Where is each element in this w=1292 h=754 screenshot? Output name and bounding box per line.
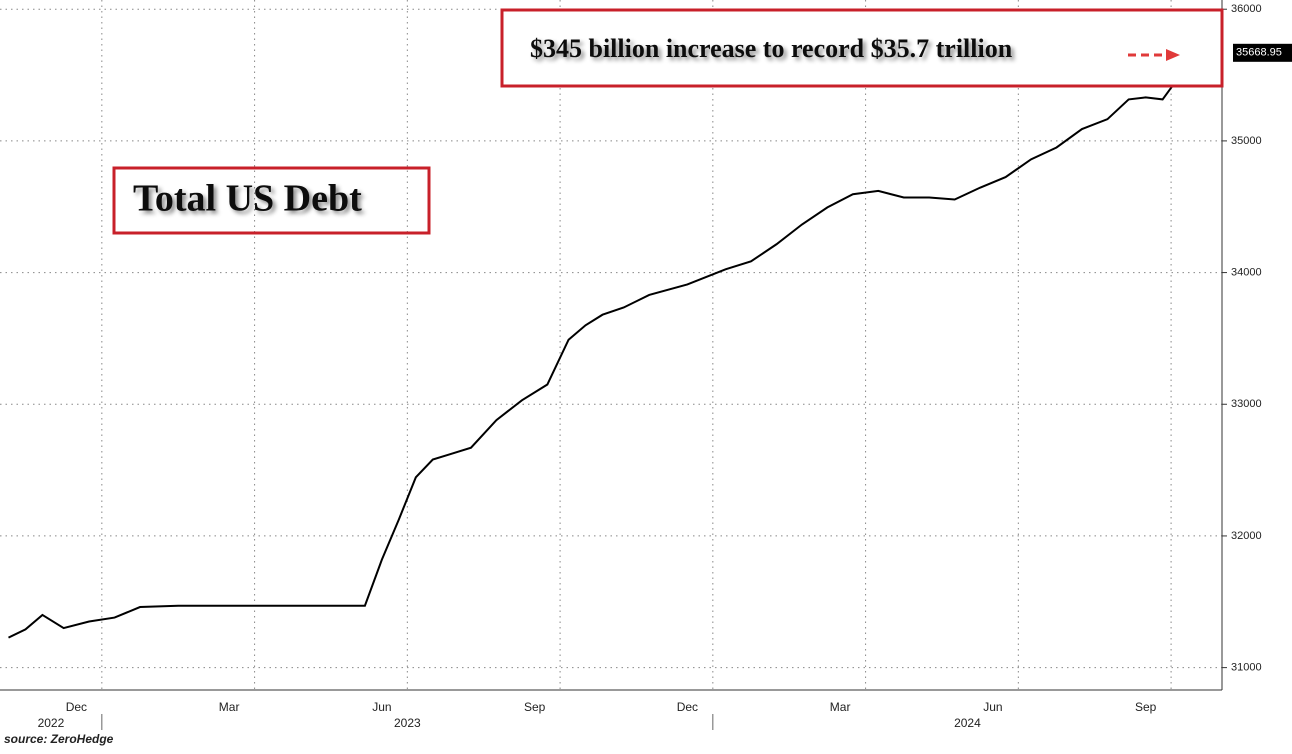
y-tick-label: 34000 bbox=[1231, 266, 1262, 278]
data-line bbox=[8, 52, 1198, 639]
y-tick-label: 35000 bbox=[1231, 135, 1262, 147]
y-tick-label: 32000 bbox=[1231, 530, 1262, 542]
last-value-label: 35668.95 bbox=[1236, 47, 1282, 59]
arrow-head bbox=[1166, 49, 1180, 61]
year-label: 2023 bbox=[394, 716, 421, 730]
year-label: 2024 bbox=[954, 716, 981, 730]
x-tick-label: Sep bbox=[524, 700, 546, 714]
y-tick-label: 36000 bbox=[1231, 3, 1262, 15]
x-tick-label: Jun bbox=[983, 700, 1002, 714]
year-label: 2022 bbox=[38, 716, 65, 730]
y-tick-label: 31000 bbox=[1231, 662, 1262, 674]
x-tick-label: Dec bbox=[66, 700, 87, 714]
annotation-box bbox=[500, 8, 1224, 88]
axes: 31000 32000 33000 34000 35000 36000 Dec Mar Jun S… bbox=[0, 0, 1292, 730]
title-box bbox=[112, 166, 431, 235]
x-tick-label: Sep bbox=[1135, 700, 1157, 714]
x-tick-label: Mar bbox=[219, 700, 240, 714]
x-tick-label: Jun bbox=[372, 700, 391, 714]
x-tick-label: Mar bbox=[830, 700, 851, 714]
y-tick-label: 33000 bbox=[1231, 398, 1262, 410]
source: source: ZeroHedge bbox=[4, 732, 114, 746]
x-tick-label: Dec bbox=[677, 700, 698, 714]
annotation: $345 billion increase to record $35.7 tr… bbox=[530, 34, 1013, 63]
last-value-box bbox=[1233, 43, 1292, 62]
chart-title: Total US Debt bbox=[133, 178, 362, 220]
